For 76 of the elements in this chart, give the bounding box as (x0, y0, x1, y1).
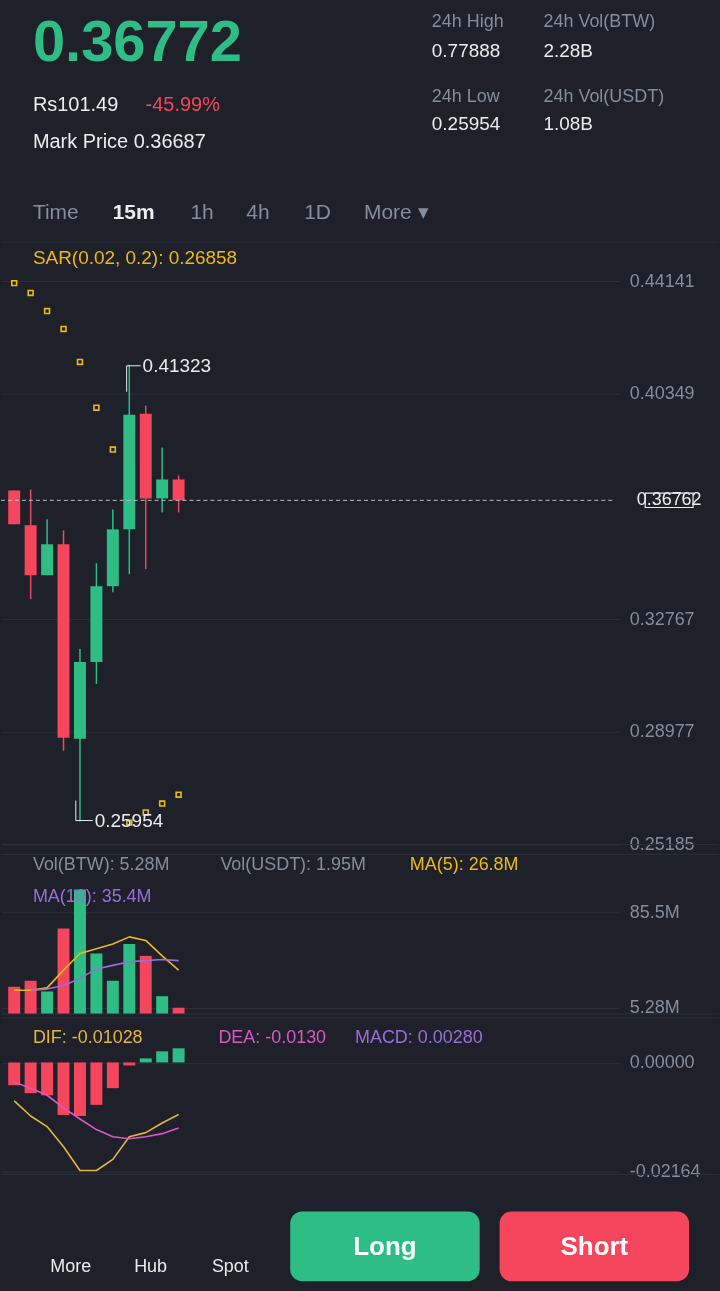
annotation: 0.25954 (94, 809, 164, 831)
text: 1D (304, 200, 331, 224)
text: 0.36772 (32, 8, 242, 73)
bar (73, 1062, 86, 1116)
point (175, 791, 182, 798)
y-tick-label: 0.25185 (629, 833, 695, 854)
bar (24, 1062, 37, 1094)
bar (41, 1062, 54, 1096)
text: -45.99% (145, 92, 221, 115)
text: Spot (211, 1256, 249, 1277)
line-series (13, 1100, 180, 1172)
annotation: 0.41323 (142, 354, 212, 376)
point (76, 358, 84, 366)
text: 24h Vol(BTW) (543, 10, 656, 31)
text: Long (353, 1232, 417, 1261)
text: Hub (134, 1256, 168, 1277)
text: 1.08B (543, 113, 593, 135)
bar (90, 1062, 103, 1105)
line-series (29, 958, 180, 992)
bar (106, 980, 119, 1014)
annotation: Vol(USDT): 1.95M (220, 854, 366, 875)
annotation: Vol(BTW): 5.28M (32, 854, 170, 875)
text: More (50, 1256, 92, 1277)
text: 0.77888 (431, 39, 501, 61)
text: 4h (246, 200, 270, 224)
text: 24h Low (431, 85, 500, 106)
y-tick-label: 0.00000 (629, 1051, 695, 1072)
bar (123, 944, 136, 1014)
text: 1h (190, 200, 214, 224)
y-tick-label: 85.5M (629, 902, 680, 923)
bar (57, 928, 70, 1014)
annotation: DEA: -0.0130 (218, 1026, 327, 1047)
y-tick-label: 0.28977 (629, 721, 695, 742)
annotation: SAR(0.02, 0.2): 0.26858 (32, 247, 238, 269)
bar (24, 980, 37, 1014)
bar (123, 1062, 136, 1066)
text: More ▾ (363, 200, 429, 224)
bar (57, 1062, 70, 1115)
point (158, 800, 166, 807)
y-tick-label: 0.44141 (629, 270, 695, 291)
y-tick-label: 0.40349 (629, 383, 695, 404)
point (43, 307, 51, 315)
bar (156, 1051, 169, 1063)
text: 24h Vol(USDT) (543, 85, 665, 106)
y-tick-label: 0.32767 (629, 608, 695, 629)
text: 2.28B (543, 39, 593, 61)
annotation: MA(5): 26.8M (409, 854, 519, 875)
line-series (13, 936, 180, 992)
y-tick-label: -0.02164 (629, 1161, 701, 1182)
candlestick (172, 474, 185, 514)
point (27, 289, 34, 297)
text: Rs101.49 (32, 92, 119, 115)
text: 24h High (431, 10, 504, 31)
bar (139, 955, 152, 1014)
line-series (13, 1081, 180, 1140)
bar (172, 1048, 185, 1063)
bar (106, 1062, 119, 1089)
point (109, 446, 117, 453)
text: Short (560, 1232, 629, 1261)
bar (8, 1062, 21, 1086)
bar (90, 953, 103, 1014)
text: Mark Price 0.36687 (32, 130, 206, 153)
bar (156, 996, 169, 1014)
point (60, 325, 67, 333)
text: Time (32, 200, 79, 224)
bar (8, 986, 21, 1014)
annotation: MACD: 0.00280 (355, 1026, 483, 1047)
text: 15m (112, 200, 155, 224)
bar (41, 991, 54, 1014)
point (10, 279, 18, 287)
y-tick-label: 5.28M (629, 997, 680, 1018)
candlestick (156, 446, 169, 514)
text: 0.25954 (431, 113, 501, 135)
point (93, 404, 100, 411)
bar (139, 1058, 152, 1063)
annotation: DIF: -0.01028 (32, 1026, 143, 1047)
